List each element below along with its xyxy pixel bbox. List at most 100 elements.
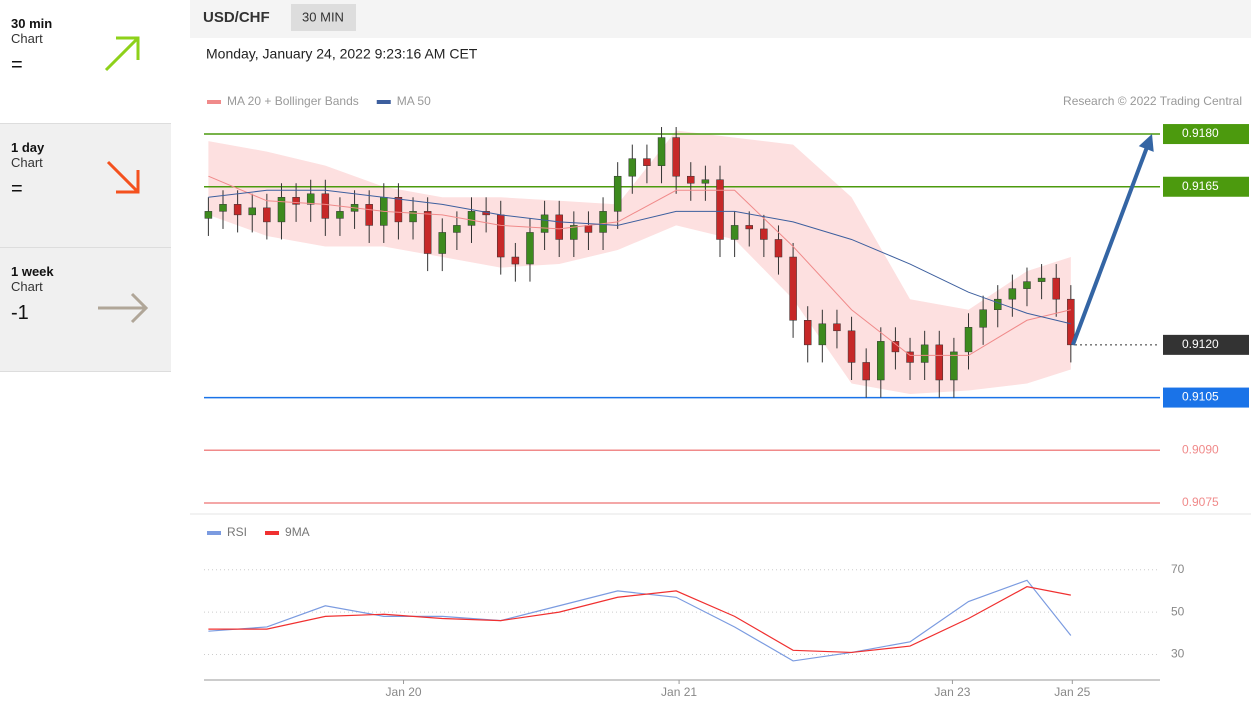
x-tick-label: Jan 20 bbox=[386, 685, 422, 699]
candle-body bbox=[862, 362, 870, 381]
candle-body bbox=[847, 330, 856, 363]
interval: 30 MIN bbox=[302, 9, 344, 24]
candle-body bbox=[336, 211, 344, 219]
indicator-line bbox=[208, 579, 1072, 662]
candle-body bbox=[292, 197, 300, 205]
header-bar bbox=[190, 0, 1251, 38]
candle-body bbox=[423, 211, 432, 254]
candle-body bbox=[1023, 281, 1031, 289]
candle-body bbox=[1008, 288, 1017, 300]
candle-body bbox=[233, 204, 242, 216]
candle-body bbox=[950, 351, 958, 381]
interval-tab[interactable] bbox=[291, 4, 356, 31]
bollinger-band bbox=[208, 130, 1071, 395]
candle-body bbox=[833, 323, 841, 332]
legend-swatch bbox=[207, 531, 221, 535]
candle-body bbox=[526, 232, 534, 265]
candle-body bbox=[321, 193, 330, 219]
arrow-icon bbox=[106, 160, 140, 194]
x-tick-label: Jan 23 bbox=[934, 685, 970, 699]
candle-body bbox=[394, 197, 403, 223]
credit: Research © 2022 Trading Central bbox=[1063, 94, 1242, 108]
candle-body bbox=[687, 175, 695, 184]
candle-body bbox=[248, 207, 256, 216]
x-tick-label: Jan 25 bbox=[1054, 685, 1090, 699]
legend-label: MA 20 + Bollinger Bands bbox=[227, 94, 359, 108]
level-label: 0.9075 bbox=[1182, 495, 1219, 509]
signal-item[interactable]: 1 day Chart = bbox=[0, 124, 171, 248]
level-tag bbox=[1163, 124, 1249, 145]
target-arrow bbox=[1070, 144, 1150, 346]
symbol: USD/CHF bbox=[203, 9, 270, 26]
legend-swatch bbox=[207, 100, 221, 104]
candle-body bbox=[584, 225, 593, 233]
candle-body bbox=[877, 341, 885, 381]
period: 1 week bbox=[11, 264, 54, 279]
candle-body bbox=[643, 158, 651, 166]
candle-body bbox=[1037, 277, 1046, 282]
candle-body bbox=[906, 351, 914, 363]
legend-label: RSI bbox=[227, 525, 247, 539]
period: 1 day bbox=[11, 140, 45, 155]
level-label: 0.9105 bbox=[1182, 390, 1219, 404]
y-tick-label: 70 bbox=[1171, 562, 1185, 576]
candle-body bbox=[628, 158, 637, 177]
ma-line bbox=[208, 175, 1071, 356]
chart: USD/CHF 30 MIN Monday, January 24, 2022 … bbox=[190, 0, 1251, 699]
candle-body bbox=[716, 179, 724, 240]
candle-body bbox=[935, 344, 944, 381]
candle-body bbox=[789, 256, 797, 321]
candle-body bbox=[920, 344, 929, 363]
candle-body bbox=[540, 214, 549, 233]
candle-body bbox=[599, 211, 607, 233]
candle-body bbox=[760, 228, 768, 240]
kind: Chart bbox=[11, 31, 43, 46]
candle-body bbox=[263, 207, 271, 223]
level-label: 0.9090 bbox=[1182, 442, 1219, 456]
level-label: 0.9120 bbox=[1182, 337, 1219, 351]
candle-body bbox=[803, 320, 812, 346]
score: -1 bbox=[11, 302, 29, 324]
candle-body bbox=[277, 197, 286, 223]
candle-body bbox=[1052, 277, 1060, 300]
arrow-icon bbox=[98, 292, 149, 324]
y-tick-label: 30 bbox=[1171, 647, 1185, 661]
kind: Chart bbox=[11, 155, 43, 170]
candle-body bbox=[570, 225, 578, 240]
candle-body bbox=[496, 214, 505, 258]
candle-body bbox=[409, 211, 417, 223]
candle-body bbox=[1067, 298, 1075, 346]
candle-body bbox=[701, 179, 710, 184]
target-arrowhead bbox=[1138, 134, 1154, 152]
candle-body bbox=[774, 239, 783, 258]
candle-body bbox=[365, 204, 373, 226]
candle-body bbox=[438, 232, 447, 254]
score: = bbox=[11, 54, 23, 76]
candle-body bbox=[219, 204, 227, 212]
candle-body bbox=[818, 323, 827, 346]
candle-body bbox=[745, 225, 753, 230]
sidebar: 30 min Chart = 1 day Chart = 1 week Char… bbox=[0, 0, 171, 372]
ma-line bbox=[208, 189, 1071, 325]
candle-body bbox=[964, 327, 973, 353]
signal-item[interactable]: 30 min Chart = bbox=[0, 0, 171, 124]
level-tag bbox=[1163, 334, 1249, 355]
candle-body bbox=[204, 211, 213, 219]
candle-body bbox=[511, 256, 520, 265]
indicator-line bbox=[208, 586, 1071, 654]
level-label: 0.9180 bbox=[1182, 126, 1219, 140]
kind: Chart bbox=[11, 279, 43, 294]
level-tag bbox=[1163, 387, 1249, 408]
score: = bbox=[11, 178, 23, 200]
candle-body bbox=[672, 137, 680, 177]
candle-body bbox=[306, 193, 315, 205]
candle-body bbox=[891, 341, 900, 353]
candle-body bbox=[730, 225, 739, 240]
signal-item[interactable]: 1 week Chart -1 bbox=[0, 248, 171, 372]
legend-swatch bbox=[376, 100, 391, 104]
candle-body bbox=[555, 214, 563, 240]
candle-body bbox=[657, 137, 666, 166]
legend-label: MA 50 bbox=[397, 94, 431, 108]
legend-swatch bbox=[265, 531, 280, 535]
